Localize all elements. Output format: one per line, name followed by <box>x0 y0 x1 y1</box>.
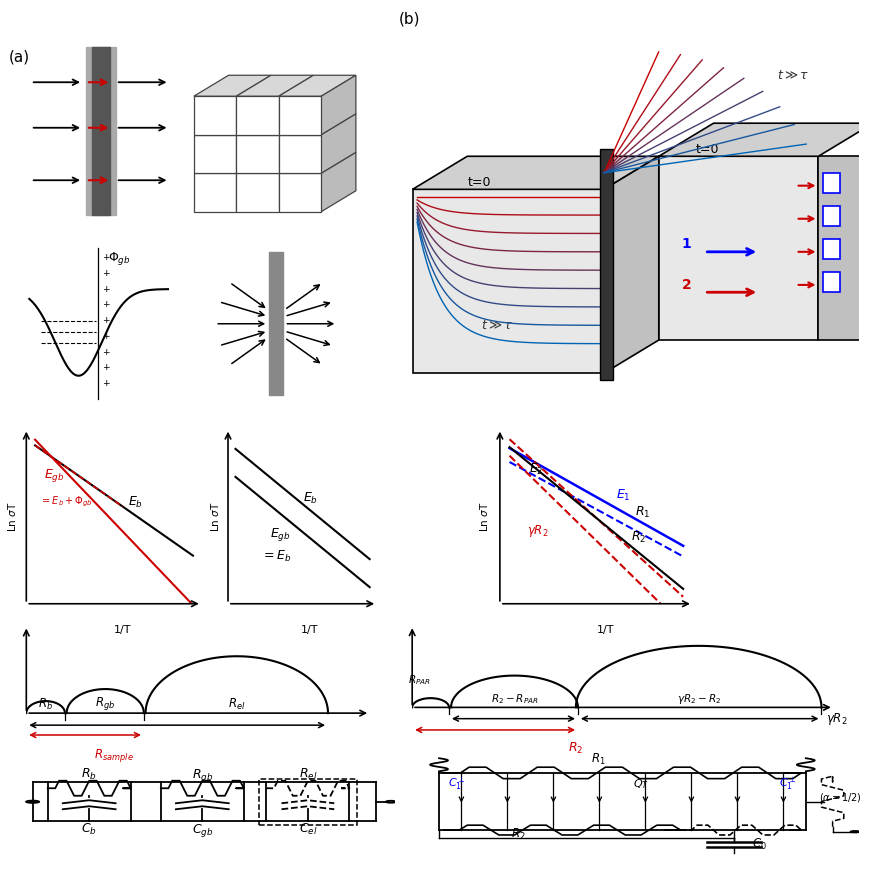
Bar <box>823 206 840 226</box>
Text: $C_1^\perp$: $C_1^\perp$ <box>780 775 796 792</box>
Text: $(\alpha=1/2)$: $(\alpha=1/2)$ <box>819 791 861 804</box>
Text: +: + <box>103 347 110 357</box>
Text: $R_{el}$: $R_{el}$ <box>228 696 246 712</box>
Polygon shape <box>321 114 356 173</box>
Text: $C_{gb}$: $C_{gb}$ <box>191 822 213 838</box>
Bar <box>823 172 840 193</box>
Text: $\gamma R_2$: $\gamma R_2$ <box>527 522 548 539</box>
Text: $E_{gb}$: $E_{gb}$ <box>44 467 64 484</box>
Text: 1/T: 1/T <box>302 625 318 634</box>
Text: +: + <box>103 332 110 341</box>
Polygon shape <box>412 157 659 189</box>
Text: +: + <box>103 363 110 373</box>
Text: $=E_b+\Phi_{gb}$: $=E_b+\Phi_{gb}$ <box>40 494 93 508</box>
Text: +: + <box>103 284 110 294</box>
Bar <box>823 272 840 292</box>
Text: $R_2$: $R_2$ <box>631 529 646 545</box>
Text: +: + <box>103 379 110 388</box>
Text: Ln $\sigma$T: Ln $\sigma$T <box>478 501 490 531</box>
Text: $R_1$: $R_1$ <box>591 752 606 767</box>
Text: +: + <box>103 300 110 310</box>
Text: 2: 2 <box>681 277 691 291</box>
Text: $\gamma R_2-R_2$: $\gamma R_2-R_2$ <box>677 692 721 706</box>
Bar <box>236 96 279 135</box>
Circle shape <box>25 801 39 803</box>
Text: $E_{gb}$: $E_{gb}$ <box>270 527 290 543</box>
Polygon shape <box>659 123 873 157</box>
Circle shape <box>386 801 396 802</box>
Text: $R_b$: $R_b$ <box>38 696 53 712</box>
Text: t=0: t=0 <box>695 143 719 156</box>
Polygon shape <box>194 75 271 96</box>
Text: $=E_b$: $=E_b$ <box>260 549 291 564</box>
Text: $t \gg \tau$: $t \gg \tau$ <box>777 69 809 82</box>
Text: Ln $\sigma$T: Ln $\sigma$T <box>5 501 18 531</box>
Text: $\gamma R_2$: $\gamma R_2$ <box>825 711 847 727</box>
Bar <box>236 173 279 212</box>
Text: $C_1^\perp$: $C_1^\perp$ <box>448 775 466 792</box>
Text: t=0: t=0 <box>467 176 491 189</box>
Text: Ln $\sigma$T: Ln $\sigma$T <box>209 501 221 531</box>
Bar <box>92 47 110 215</box>
Bar <box>194 135 236 173</box>
Text: +: + <box>103 253 110 262</box>
Text: 1/T: 1/T <box>597 625 615 634</box>
Polygon shape <box>321 75 356 135</box>
Text: 1: 1 <box>681 237 691 251</box>
Text: $R_2-R_{PAR}$: $R_2-R_{PAR}$ <box>490 692 538 706</box>
Bar <box>600 149 613 381</box>
Text: $C_b$: $C_b$ <box>82 822 97 836</box>
Text: $R_{gb}$: $R_{gb}$ <box>95 695 116 712</box>
Polygon shape <box>279 75 356 96</box>
Text: $Q_T$: $Q_T$ <box>633 777 649 791</box>
Text: $C_0$: $C_0$ <box>752 837 767 852</box>
Text: $R_1$: $R_1$ <box>635 505 651 521</box>
Bar <box>259 779 357 825</box>
Text: $C_{el}$: $C_{el}$ <box>299 822 317 836</box>
Text: $E_2$: $E_2$ <box>529 461 544 477</box>
Text: $R_b$: $R_b$ <box>82 766 97 782</box>
Circle shape <box>851 831 859 832</box>
Bar <box>659 157 818 340</box>
Text: $E_b$: $E_b$ <box>303 491 317 507</box>
Text: 1/T: 1/T <box>114 625 132 634</box>
Polygon shape <box>604 157 659 373</box>
Bar <box>823 239 840 259</box>
Text: (b): (b) <box>399 12 420 27</box>
Bar <box>412 189 604 373</box>
Text: $R_2$: $R_2$ <box>510 827 525 843</box>
Text: $R_{gb}$: $R_{gb}$ <box>192 766 213 784</box>
Bar <box>236 135 279 173</box>
Text: $R_{el}$: $R_{el}$ <box>299 766 317 782</box>
Text: $t \gg \tau$: $t \gg \tau$ <box>481 319 513 332</box>
Polygon shape <box>236 75 313 96</box>
Bar <box>194 173 236 212</box>
Text: $R_{PAR}$: $R_{PAR}$ <box>408 673 431 687</box>
Bar <box>279 135 321 173</box>
Bar <box>86 47 116 215</box>
Text: (a): (a) <box>9 49 30 64</box>
Text: +: + <box>103 269 110 278</box>
Polygon shape <box>321 152 356 212</box>
Bar <box>194 96 236 135</box>
Text: +: + <box>103 316 110 326</box>
Text: $\Phi_{gb}$: $\Phi_{gb}$ <box>109 249 131 267</box>
Bar <box>279 96 321 135</box>
Text: $E_b$: $E_b$ <box>128 494 143 510</box>
Bar <box>818 157 873 340</box>
Text: $E_1$: $E_1$ <box>616 487 631 503</box>
Text: $R_2$: $R_2$ <box>568 741 583 756</box>
Bar <box>279 173 321 212</box>
Bar <box>269 252 283 396</box>
Text: $R_{sample}$: $R_{sample}$ <box>94 747 134 764</box>
